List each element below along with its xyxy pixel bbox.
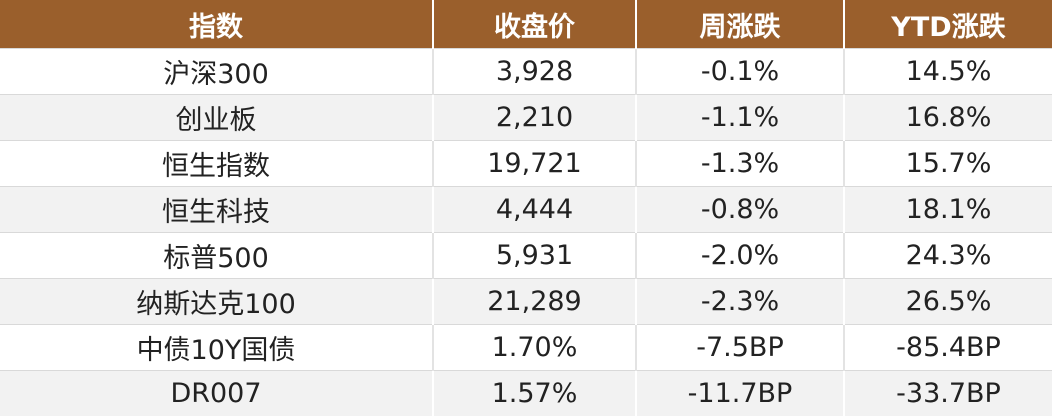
table-row: 纳斯达克100 21,289 -2.3% 26.5% (0, 279, 1052, 325)
close-price-cell: 3,928 (433, 49, 636, 95)
ytd-change-cell: 14.5% (844, 49, 1052, 95)
index-name-cell: 纳斯达克100 (0, 279, 433, 325)
table-row: 恒生指数 19,721 -1.3% 15.7% (0, 141, 1052, 187)
close-price-cell: 2,210 (433, 95, 636, 141)
weekly-change-cell: -1.3% (636, 141, 844, 187)
column-header-index: 指数 (0, 0, 433, 49)
weekly-change-cell: -2.0% (636, 233, 844, 279)
weekly-change-cell: -7.5BP (636, 325, 844, 371)
ytd-change-cell: -85.4BP (844, 325, 1052, 371)
column-header-close-price: 收盘价 (433, 0, 636, 49)
ytd-change-cell: 15.7% (844, 141, 1052, 187)
table-row: 恒生科技 4,444 -0.8% 18.1% (0, 187, 1052, 233)
header-row: 指数 收盘价 周涨跌 YTD涨跌 (0, 0, 1052, 49)
index-name-cell: DR007 (0, 371, 433, 416)
close-price-cell: 19,721 (433, 141, 636, 187)
table-row: 创业板 2,210 -1.1% 16.8% (0, 95, 1052, 141)
weekly-change-cell: -2.3% (636, 279, 844, 325)
table-header: 指数 收盘价 周涨跌 YTD涨跌 (0, 0, 1052, 49)
table-body: 沪深300 3,928 -0.1% 14.5% 创业板 2,210 -1.1% … (0, 49, 1052, 416)
close-price-cell: 21,289 (433, 279, 636, 325)
table-row: 标普500 5,931 -2.0% 24.3% (0, 233, 1052, 279)
index-name-cell: 标普500 (0, 233, 433, 279)
ytd-change-cell: 18.1% (844, 187, 1052, 233)
index-name-cell: 恒生指数 (0, 141, 433, 187)
weekly-change-cell: -0.1% (636, 49, 844, 95)
ytd-change-cell: 26.5% (844, 279, 1052, 325)
table-row: 沪深300 3,928 -0.1% 14.5% (0, 49, 1052, 95)
column-header-ytd-change: YTD涨跌 (844, 0, 1052, 49)
weekly-change-cell: -1.1% (636, 95, 844, 141)
weekly-change-cell: -11.7BP (636, 371, 844, 416)
table-row: 中债10Y国债 1.70% -7.5BP -85.4BP (0, 325, 1052, 371)
ytd-change-cell: -33.7BP (844, 371, 1052, 416)
weekly-change-cell: -0.8% (636, 187, 844, 233)
column-header-weekly-change: 周涨跌 (636, 0, 844, 49)
index-name-cell: 恒生科技 (0, 187, 433, 233)
ytd-change-cell: 24.3% (844, 233, 1052, 279)
index-name-cell: 创业板 (0, 95, 433, 141)
close-price-cell: 4,444 (433, 187, 636, 233)
table-row: DR007 1.57% -11.7BP -33.7BP (0, 371, 1052, 416)
close-price-cell: 1.57% (433, 371, 636, 416)
index-name-cell: 沪深300 (0, 49, 433, 95)
ytd-change-cell: 16.8% (844, 95, 1052, 141)
close-price-cell: 5,931 (433, 233, 636, 279)
close-price-cell: 1.70% (433, 325, 636, 371)
index-name-cell: 中债10Y国债 (0, 325, 433, 371)
